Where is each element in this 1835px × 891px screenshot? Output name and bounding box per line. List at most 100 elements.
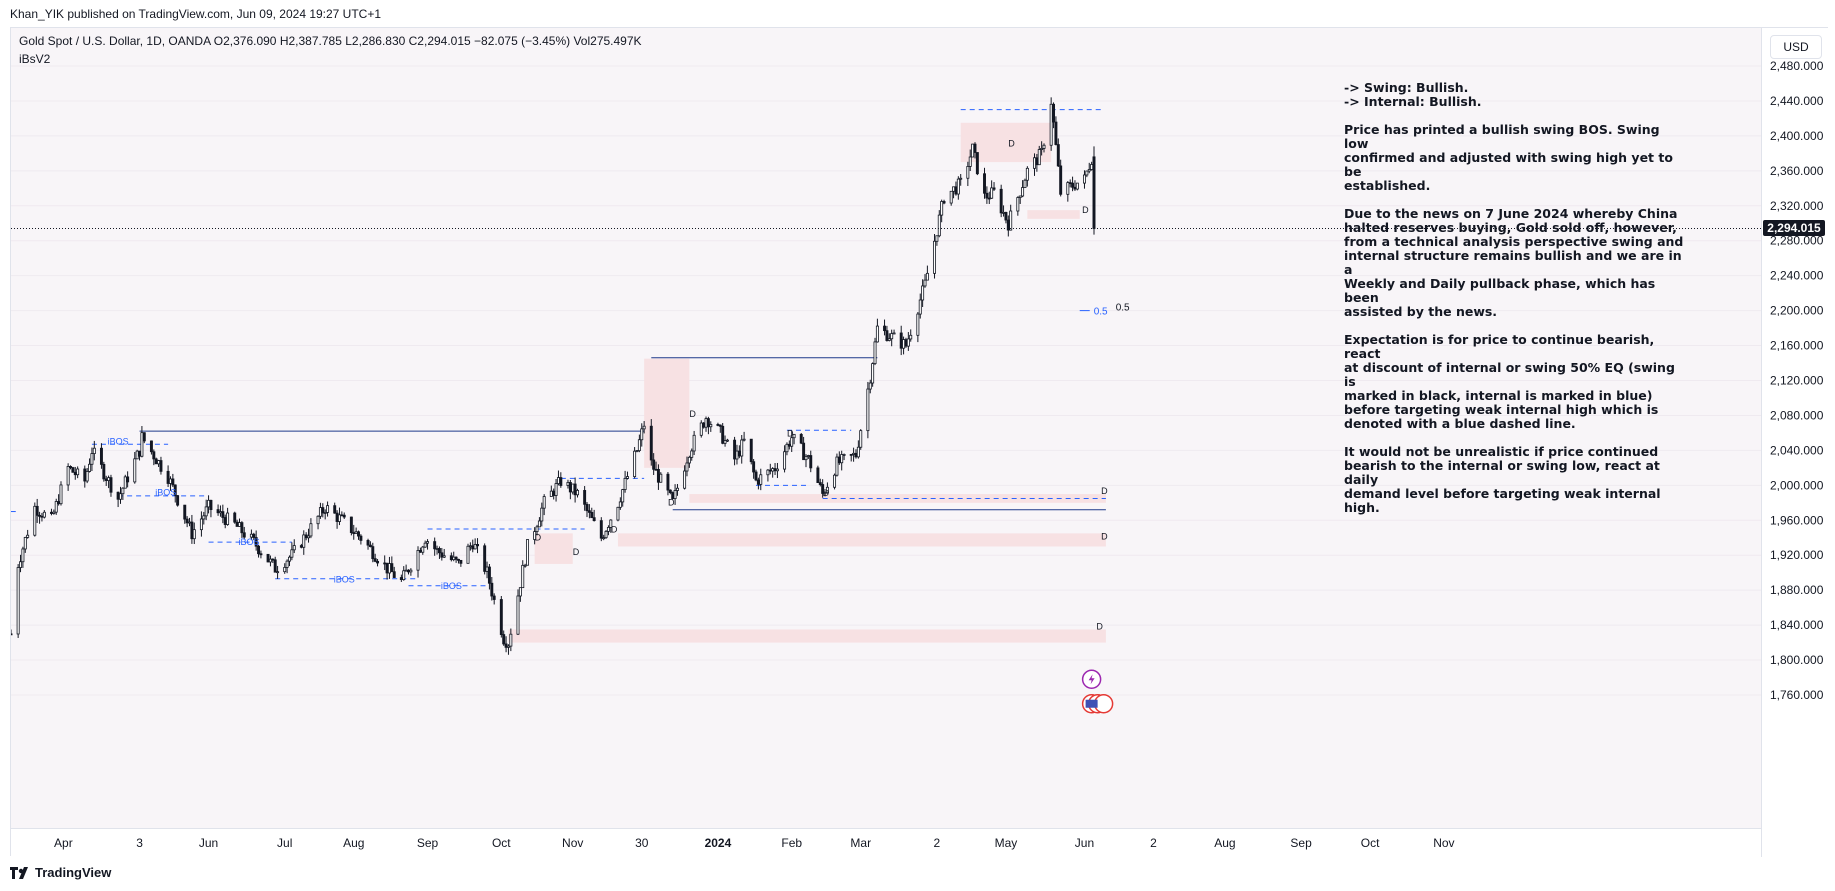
demand-zone bbox=[960, 122, 1052, 163]
candle-body bbox=[207, 499, 211, 508]
candle-body bbox=[787, 443, 791, 447]
demand-zone bbox=[1027, 210, 1080, 219]
candle-body bbox=[40, 515, 44, 518]
candle-body bbox=[606, 527, 610, 532]
candle-body bbox=[242, 532, 246, 538]
candle-body bbox=[107, 477, 111, 481]
candle-body bbox=[183, 504, 187, 520]
candle-body bbox=[933, 240, 936, 274]
candle-body bbox=[973, 143, 977, 153]
candle-body bbox=[659, 473, 663, 483]
candle-body bbox=[968, 156, 972, 167]
note-paragraph-1: Price has printed a bullish swing BOS. S… bbox=[1344, 123, 1684, 193]
candle-body bbox=[121, 487, 125, 495]
candle-body bbox=[725, 439, 729, 442]
candle-body bbox=[385, 562, 389, 574]
candle-body bbox=[392, 571, 396, 578]
price-tick-label: 2,040.000 bbox=[1770, 443, 1824, 457]
demand-zone bbox=[617, 533, 1106, 547]
price-tick-label: 2,280.000 bbox=[1770, 234, 1824, 248]
candle-body bbox=[226, 512, 230, 525]
note-paragraph-2: Due to the news on 7 June 2024 whereby C… bbox=[1344, 207, 1684, 319]
candle-body bbox=[790, 437, 794, 447]
candle-body bbox=[1004, 211, 1008, 221]
candle-body bbox=[166, 470, 170, 484]
candle-body bbox=[823, 492, 827, 495]
candle-body bbox=[599, 520, 603, 539]
candle-body bbox=[471, 545, 475, 550]
candle-body bbox=[173, 484, 177, 496]
candle-body bbox=[459, 559, 463, 564]
price-tick-label: 2,360.000 bbox=[1770, 164, 1824, 178]
candle-body bbox=[721, 425, 725, 444]
candle-body bbox=[409, 569, 413, 573]
candle-body bbox=[326, 505, 330, 513]
price-tick-label: 2,120.000 bbox=[1770, 374, 1824, 388]
note-paragraph-4: It would not be unrealistic if price con… bbox=[1344, 445, 1684, 515]
candle-body bbox=[566, 482, 570, 486]
zone-label: D bbox=[1096, 621, 1103, 631]
candle-body bbox=[283, 567, 287, 573]
tradingview-brand[interactable]: TradingView bbox=[35, 865, 112, 881]
candle-body bbox=[188, 521, 191, 524]
candle-body bbox=[899, 332, 903, 349]
candle-body bbox=[654, 468, 658, 471]
candle-body bbox=[1052, 103, 1056, 123]
candle-body bbox=[133, 458, 137, 483]
currency-button[interactable]: USD bbox=[1770, 35, 1822, 59]
candle-body bbox=[83, 468, 87, 482]
candle-body bbox=[149, 440, 153, 453]
zone-label: D bbox=[573, 547, 580, 557]
candle-body bbox=[1071, 182, 1075, 188]
candle-body bbox=[940, 201, 944, 216]
candle-body bbox=[176, 495, 180, 506]
candle-body bbox=[276, 571, 280, 574]
candle-body bbox=[440, 552, 444, 558]
candle-body bbox=[38, 514, 42, 517]
candle-body bbox=[604, 530, 608, 539]
candle-body bbox=[866, 388, 870, 432]
candle-body bbox=[959, 177, 963, 180]
candle-body bbox=[971, 143, 975, 158]
candle-body bbox=[983, 173, 986, 194]
candle-body bbox=[652, 459, 656, 470]
candle-body bbox=[616, 506, 620, 521]
time-tick-label: Nov bbox=[562, 836, 584, 850]
candle-body bbox=[119, 493, 122, 500]
candle-body bbox=[218, 511, 222, 514]
candle-body bbox=[190, 521, 194, 540]
candle-body bbox=[292, 545, 296, 551]
candle-body bbox=[109, 477, 113, 493]
candle-body bbox=[307, 535, 310, 539]
demand-zone bbox=[534, 533, 573, 564]
candle-body bbox=[892, 332, 896, 335]
note-line: internal structure remains bullish and w… bbox=[1344, 248, 1682, 277]
candle-body bbox=[1056, 144, 1060, 167]
note-line: marked in black, internal is marked in b… bbox=[1344, 388, 1653, 403]
candle-body bbox=[421, 546, 425, 553]
indicator-name[interactable]: iBsV2 bbox=[19, 52, 51, 66]
chart-legend[interactable]: Gold Spot / U.S. Dollar, 1D, OANDA O2,37… bbox=[19, 34, 642, 48]
candle-body bbox=[257, 545, 261, 555]
candle-body bbox=[209, 499, 213, 510]
candle-body bbox=[90, 453, 94, 465]
price-scale[interactable]: USD 1,760.000 1,800.000 1,840.000 1,880.000… bbox=[1761, 28, 1830, 857]
candle-body bbox=[985, 192, 989, 199]
note-line: established. bbox=[1344, 178, 1431, 193]
candle-body bbox=[668, 489, 672, 493]
candle-body bbox=[268, 558, 272, 563]
time-tick-label: Jul bbox=[277, 836, 293, 850]
candle-body bbox=[349, 516, 353, 533]
tradingview-logo-icon[interactable] bbox=[10, 866, 32, 879]
candle-body bbox=[1085, 170, 1089, 176]
candle-body bbox=[754, 471, 758, 481]
ibos-label: iBOS bbox=[155, 487, 176, 497]
candle-body bbox=[88, 463, 92, 472]
candle-body bbox=[223, 517, 227, 525]
candle-body bbox=[902, 339, 906, 349]
candle-body bbox=[626, 476, 629, 479]
time-scale[interactable]: Apr 3 Jun Jul Aug Sep Oct Nov 30 2024 Feb Mar 2 May Ju… bbox=[11, 828, 1761, 858]
